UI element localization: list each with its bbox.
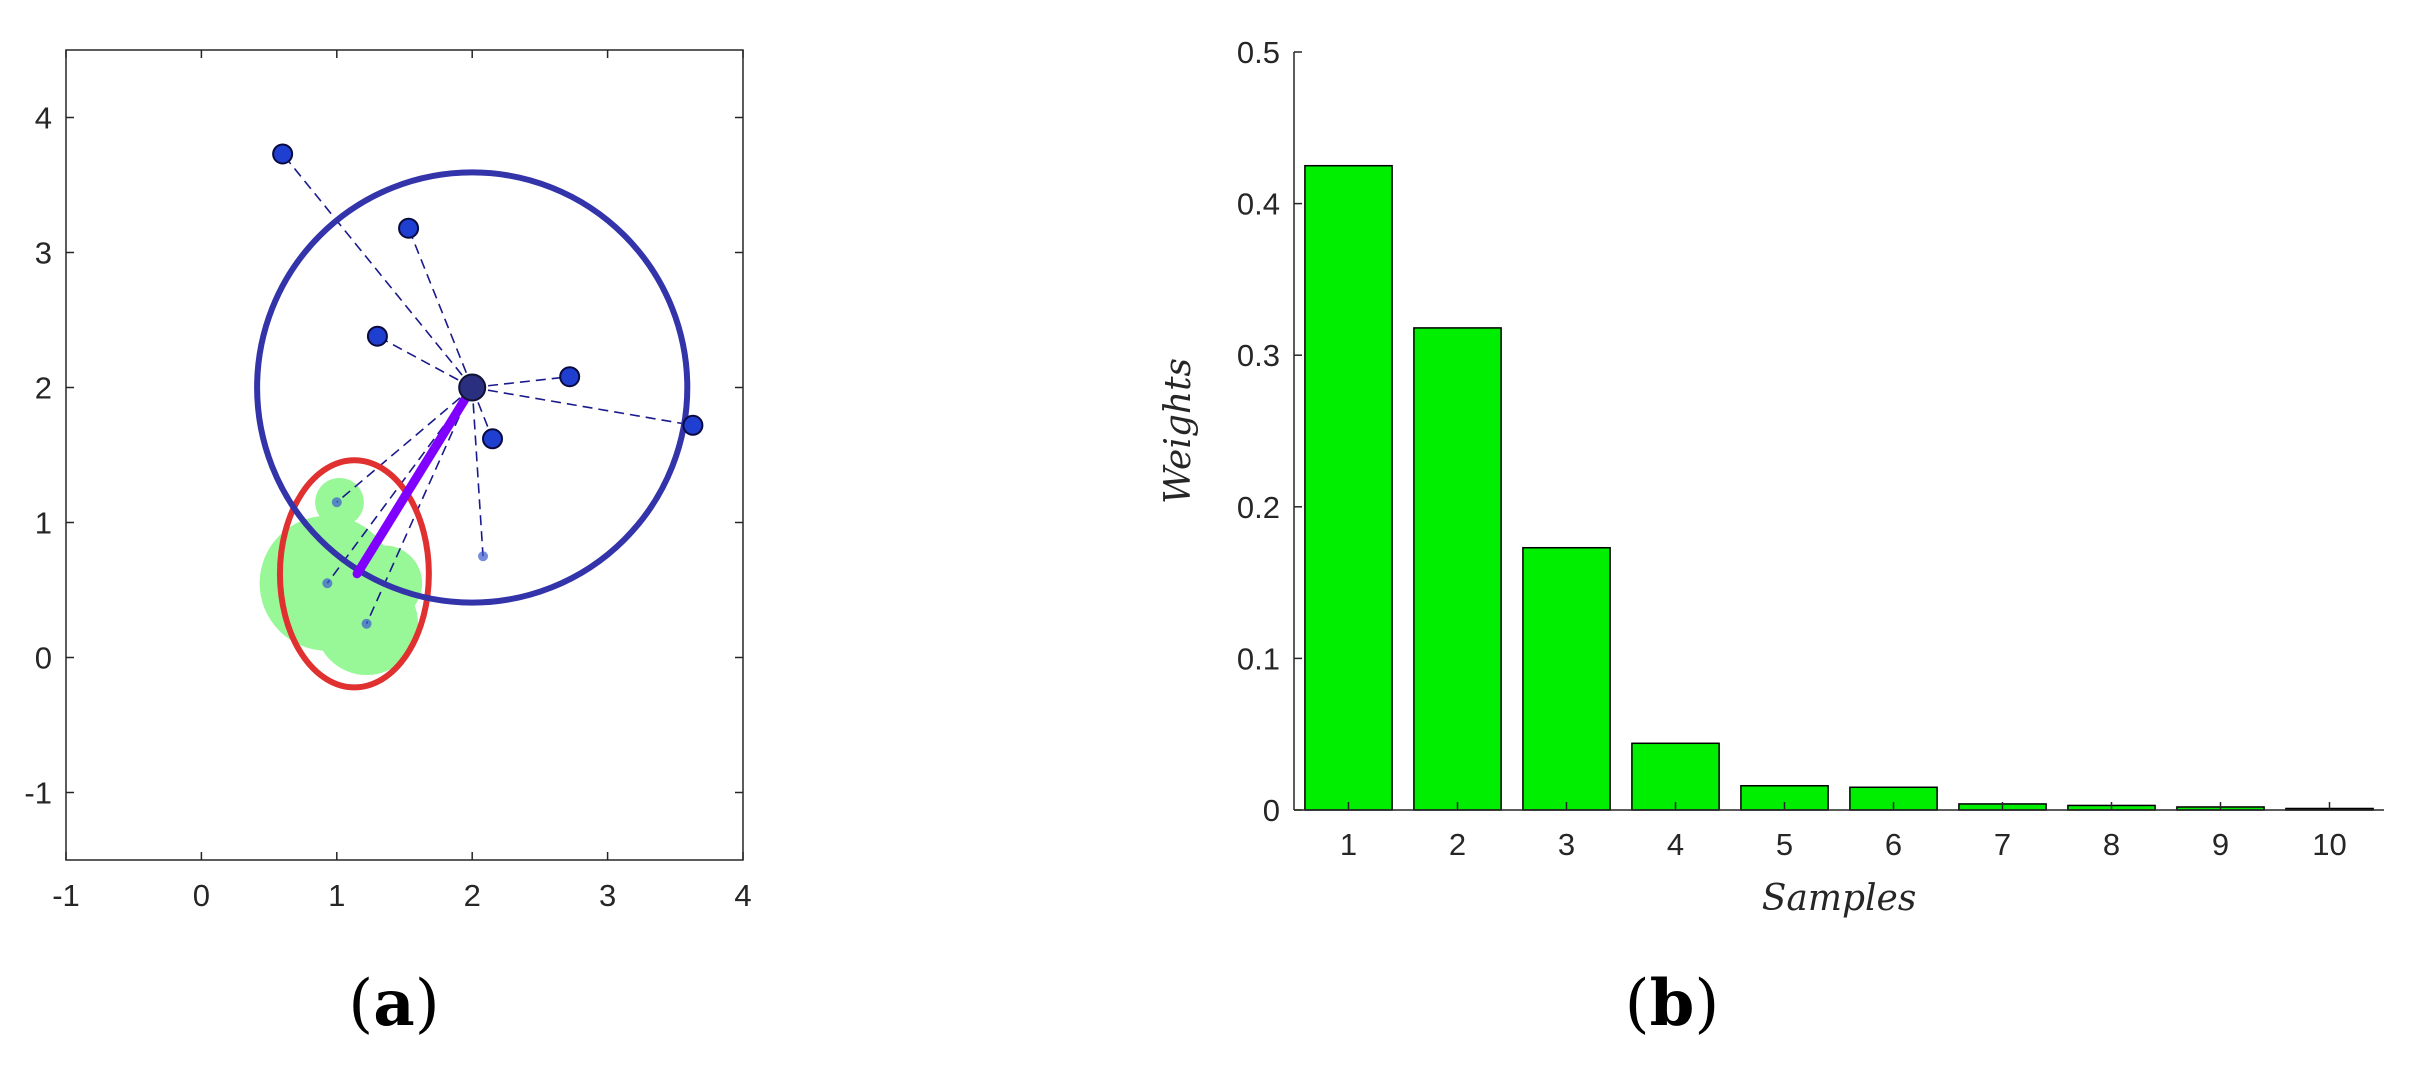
center-point: [458, 373, 487, 402]
y-tick-label-4: 0.3: [1237, 338, 1280, 373]
panel-b-label: (b): [1625, 966, 1720, 1041]
scatter-point-4: [559, 366, 581, 388]
faint-point-3: [361, 618, 372, 629]
y-tick-label-2: 0.1: [1237, 641, 1280, 676]
x-tick-label-3: 1: [328, 878, 345, 913]
bar-2: [1413, 327, 1502, 811]
bar-1: [1304, 164, 1393, 811]
x-tick-label-1: 1: [1340, 827, 1357, 862]
scatter-point-6: [482, 428, 504, 450]
faint-point-1: [331, 497, 342, 508]
dashed-line-3: [377, 335, 473, 389]
dashed-line-2: [407, 227, 473, 388]
y-tick-label-2: 0: [35, 641, 52, 676]
dashed-line-10: [471, 387, 484, 557]
scatter-point-2: [398, 217, 420, 239]
panel-a-ticks: -1 0 1 2 3 4 -1 0 1 2 3 4: [24, 50, 752, 913]
x-tick-label-8: 8: [2103, 827, 2120, 862]
y-tick-label-1: -1: [24, 776, 52, 811]
x-tick-label-5: 3: [599, 878, 616, 913]
x-tick-label-4: 4: [1667, 827, 1684, 862]
x-tick-label-2: 2: [1449, 827, 1466, 862]
bars: [1304, 164, 2374, 811]
x-axis-label: Samples: [1762, 878, 1917, 919]
y-tick-label-3: 1: [35, 506, 52, 541]
blue-circle: [254, 169, 691, 606]
x-tick-label-4: 2: [464, 878, 481, 913]
x-tick-label-6: 4: [734, 878, 751, 913]
y-tick-label-6: 4: [35, 101, 52, 136]
scatter-point-3: [366, 325, 388, 347]
y-tick-label-5: 0.4: [1237, 187, 1280, 222]
faint-point-2: [322, 578, 333, 589]
x-tick-label-3: 3: [1558, 827, 1575, 862]
scatter-point-5: [682, 414, 704, 436]
scatter-panel-a: -1 0 1 2 3 4 -1 0 1 2 3 4 (a): [24, 49, 752, 1041]
y-tick-label-6: 0.5: [1237, 35, 1280, 70]
bar-3: [1522, 546, 1611, 811]
x-tick-label-1: -1: [52, 878, 80, 913]
panel-a-label: (a): [348, 966, 439, 1041]
panel-b-ticks: 1 2 3 4 5 6 7 8 9 10 0 0.1 0.2 0.3 0.4 0.5: [1237, 35, 2347, 862]
x-tick-label-7: 7: [1994, 827, 2011, 862]
scatter-point-1: [272, 143, 294, 165]
scatter-points: [272, 143, 704, 629]
y-tick-label-4: 2: [35, 371, 52, 406]
purple-segment: [352, 383, 477, 579]
dashed-line-4: [472, 375, 570, 389]
x-tick-label-5: 5: [1776, 827, 1793, 862]
dashed-line-5: [472, 386, 694, 427]
bar-panel-b: 1 2 3 4 5 6 7 8 9 10 0 0.1 0.2 0.3 0.4 0.5 Samples Weig…: [1158, 35, 2384, 1041]
dashed-line-1: [282, 153, 473, 389]
y-tick-label-1: 0: [1263, 793, 1280, 828]
x-tick-label-9: 9: [2212, 827, 2229, 862]
bar-4: [1631, 742, 1720, 811]
y-axis-label: Weights: [1158, 358, 1199, 504]
panel-a-axes-box: [65, 49, 744, 861]
x-tick-label-6: 6: [1885, 827, 1902, 862]
faint-point-4: [478, 551, 489, 562]
y-tick-label-5: 3: [35, 236, 52, 271]
x-tick-label-2: 0: [193, 878, 210, 913]
red-ellipse: [276, 457, 432, 691]
x-tick-label-10: 10: [2312, 827, 2346, 862]
y-tick-label-3: 0.2: [1237, 490, 1280, 525]
dashed-line-7: [336, 386, 473, 503]
